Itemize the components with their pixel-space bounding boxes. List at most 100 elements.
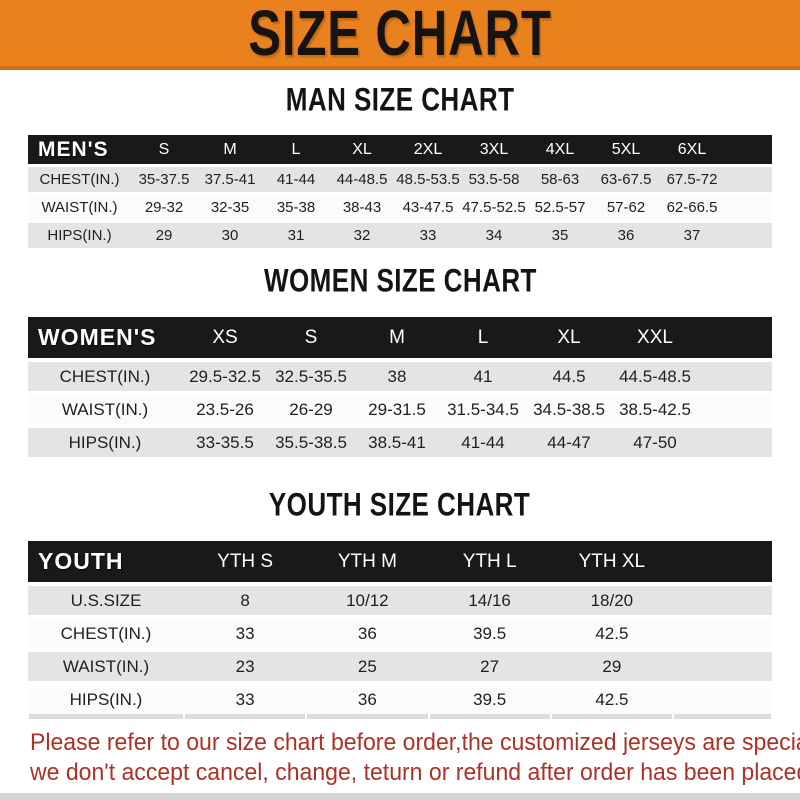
size-cell: 33-35.5	[182, 428, 268, 457]
size-cell: 23.5-26	[182, 395, 268, 424]
column-header: 4XL	[527, 135, 593, 164]
row-label: HIPS(IN.)	[28, 428, 182, 457]
size-cell: 32	[329, 223, 395, 248]
size-cell: 33	[184, 685, 307, 714]
size-cell: 31.5-34.5	[440, 395, 526, 424]
size-cell: 34.5-38.5	[526, 395, 612, 424]
size-cell: 29-32	[131, 195, 197, 220]
table-header-label: YOUTH	[28, 541, 184, 582]
column-header: L	[440, 317, 526, 358]
size-cell: 25	[306, 652, 429, 681]
size-cell: 36	[593, 223, 659, 248]
footer-note: Please refer to our size chart before or…	[30, 728, 800, 788]
filler-cell	[673, 652, 772, 681]
size-cell: 38.5-42.5	[612, 395, 698, 424]
size-cell: 29	[131, 223, 197, 248]
size-cell: 38.5-41	[354, 428, 440, 457]
header-row: WOMEN'S XS S M L XL XXL	[28, 317, 772, 358]
column-header: YTH M	[306, 541, 429, 582]
filler-cell	[725, 167, 772, 192]
size-cell: 14/16	[428, 586, 551, 615]
size-cell: 42.5	[550, 685, 673, 714]
table-row: HIPS(IN.) 29 30 31 32 33 34 35 36 37	[28, 223, 772, 248]
size-cell: 52.5-57	[527, 195, 593, 220]
size-cell: 18/20	[550, 586, 673, 615]
filler-cell	[698, 395, 772, 424]
column-header: 3XL	[461, 135, 527, 164]
size-cell: 47-50	[612, 428, 698, 457]
table-header-label: MEN'S	[28, 135, 131, 164]
footer-line-1: Please refer to our size chart before or…	[30, 729, 800, 756]
size-cell: 31	[263, 223, 329, 248]
size-cell: 63-67.5	[593, 167, 659, 192]
women-size-table: WOMEN'S XS S M L XL XXL CHEST(IN.) 29.5-32.5 32.…	[28, 313, 772, 461]
row-label: HIPS(IN.)	[28, 223, 131, 248]
size-cell: 37.5-41	[197, 167, 263, 192]
size-cell: 44-48.5	[329, 167, 395, 192]
row-label: U.S.SIZE	[28, 586, 184, 615]
row-label: HIPS(IN.)	[28, 685, 184, 714]
column-header: 6XL	[659, 135, 725, 164]
row-label: CHEST(IN.)	[28, 167, 131, 192]
men-table-head: MEN'S S M L XL 2XL 3XL 4XL 5XL 6XL	[28, 135, 772, 164]
size-cell: 10/12	[306, 586, 429, 615]
size-cell: 43-47.5	[395, 195, 461, 220]
column-header: XL	[526, 317, 612, 358]
row-label: WAIST(IN.)	[28, 652, 184, 681]
column-header: S	[131, 135, 197, 164]
column-header: M	[197, 135, 263, 164]
column-header: YTH L	[428, 541, 551, 582]
size-cell: 53.5-58	[461, 167, 527, 192]
filler-cell	[673, 685, 772, 714]
section-heading-men: MAN SIZE CHART	[285, 81, 515, 118]
filler-cell	[673, 586, 772, 615]
size-cell: 39.5	[428, 685, 551, 714]
size-cell: 35.5-38.5	[268, 428, 354, 457]
column-header: M	[354, 317, 440, 358]
size-cell: 29	[550, 652, 673, 681]
table-row: WAIST(IN.) 23.5-26 26-29 29-31.5 31.5-34.5 34…	[28, 395, 772, 424]
size-cell: 57-62	[593, 195, 659, 220]
row-label: WAIST(IN.)	[28, 395, 182, 424]
column-header: S	[268, 317, 354, 358]
size-cell: 37	[659, 223, 725, 248]
filler-cell	[725, 195, 772, 220]
banner-title: SIZE CHART	[248, 0, 552, 69]
size-cell: 41-44	[440, 428, 526, 457]
youth-table-head: YOUTH YTH S YTH M YTH L YTH XL	[28, 541, 772, 582]
size-cell: 38-43	[329, 195, 395, 220]
filler-cell	[698, 428, 772, 457]
table-row: WAIST(IN.) 29-32 32-35 35-38 38-43 43-47.5 47.…	[28, 195, 772, 220]
size-cell: 41	[440, 362, 526, 391]
size-cell: 44.5	[526, 362, 612, 391]
size-cell: 8	[184, 586, 307, 615]
size-cell: 29-31.5	[354, 395, 440, 424]
size-cell: 47.5-52.5	[461, 195, 527, 220]
size-cell: 34	[461, 223, 527, 248]
filler-column	[698, 317, 772, 358]
table-row: CHEST(IN.) 35-37.5 37.5-41 41-44 44-48.5 48.5…	[28, 167, 772, 192]
size-cell: 38	[354, 362, 440, 391]
table-row: HIPS(IN.) 33 36 39.5 42.5	[28, 685, 772, 714]
men-size-table: MEN'S S M L XL 2XL 3XL 4XL 5XL 6XL CHEST(IN.) 35-3…	[28, 132, 772, 251]
table-row: CHEST(IN.) 33 36 39.5 42.5	[28, 619, 772, 648]
men-table-body: CHEST(IN.) 35-37.5 37.5-41 41-44 44-48.5 48.5…	[28, 167, 772, 248]
column-header: YTH S	[184, 541, 307, 582]
size-cell: 44.5-48.5	[612, 362, 698, 391]
filler-column	[673, 541, 772, 582]
column-header: 2XL	[395, 135, 461, 164]
filler-cell	[725, 223, 772, 248]
section-heading-youth: YOUTH SIZE CHART	[269, 486, 531, 523]
column-header: XL	[329, 135, 395, 164]
section-men: MAN SIZE CHART MEN'S S M L XL 2XL 3XL 4XL 5XL 6XL…	[0, 81, 800, 251]
size-cell: 32.5-35.5	[268, 362, 354, 391]
youth-size-table: YOUTH YTH S YTH M YTH L YTH XL U.S.SIZE 8 10/1…	[28, 537, 772, 718]
bottom-strip	[0, 793, 800, 800]
size-cell: 48.5-53.5	[395, 167, 461, 192]
size-cell: 58-63	[527, 167, 593, 192]
row-label: CHEST(IN.)	[28, 619, 184, 648]
size-cell: 41-44	[263, 167, 329, 192]
size-cell: 30	[197, 223, 263, 248]
size-cell: 35-38	[263, 195, 329, 220]
header-row: YOUTH YTH S YTH M YTH L YTH XL	[28, 541, 772, 582]
